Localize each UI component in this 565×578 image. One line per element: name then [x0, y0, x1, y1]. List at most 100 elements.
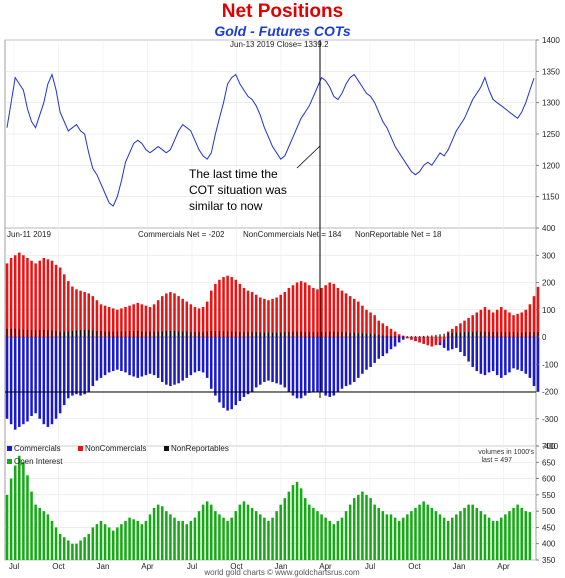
open-interest-bar: [9, 478, 13, 560]
open-interest-bar: [308, 504, 311, 560]
annotation-text: The last time the: [189, 167, 278, 181]
commercials-bar: [226, 337, 229, 411]
noncommercials-bar: [234, 279, 238, 337]
noncommercials-bar: [422, 337, 425, 344]
commercials-bar: [500, 337, 503, 378]
last-value: last = 497: [481, 457, 512, 464]
open-interest-bar: [128, 517, 131, 560]
nonreportables-bar: [35, 330, 37, 337]
open-interest-bar: [299, 488, 303, 560]
open-interest-bar: [148, 514, 152, 560]
commercials-bar: [234, 337, 238, 406]
open-interest-bar: [259, 514, 262, 560]
open-interest-bar: [62, 537, 66, 560]
commercials-bar: [312, 337, 315, 392]
nonreportables-bar: [112, 331, 114, 337]
nonreportables-bar: [153, 331, 155, 337]
noncommercials-bar: [205, 301, 209, 337]
nonreportables-bar: [120, 331, 123, 337]
commercials-bar: [22, 337, 25, 425]
noncommercials-bar: [365, 309, 368, 337]
open-interest-bar: [156, 504, 160, 560]
open-interest-bar: [193, 517, 197, 560]
nonreportables-bar: [198, 332, 200, 337]
commercials-bar: [287, 337, 291, 392]
noncommercials-bar: [181, 298, 184, 337]
commercials-bar: [230, 337, 233, 410]
commercials-bar: [124, 337, 127, 373]
nonreportables-bar: [108, 331, 110, 337]
nonreportables-bar: [210, 331, 212, 337]
noncommercials-bar: [377, 320, 381, 337]
commercials-bar: [99, 337, 103, 378]
nonreportables-bar: [533, 332, 535, 337]
noncommercials-bar: [344, 293, 348, 337]
nonreportables-bar: [512, 332, 515, 337]
oi-tick-label: 350: [542, 556, 556, 565]
commercials-bar: [5, 337, 9, 419]
open-interest-bar: [500, 517, 503, 560]
nonreportables-bar: [267, 332, 270, 337]
noncommercials-bar: [214, 283, 217, 337]
oi-tick-label: 600: [542, 475, 556, 484]
nonreportables-bar: [476, 331, 478, 337]
commercials-bar: [483, 337, 487, 376]
open-interest-bar: [397, 520, 401, 560]
commercials-bar: [365, 337, 368, 370]
open-interest-bar: [406, 514, 409, 560]
legend-swatch: [7, 446, 12, 451]
nonreportables-bar: [133, 331, 135, 337]
nonreportables-bar: [406, 336, 408, 337]
open-interest-bar: [34, 504, 37, 560]
nonreportables-bar: [300, 331, 302, 337]
noncommercials-bar: [479, 309, 483, 337]
commercials-bar: [222, 337, 225, 408]
price-line: [6, 72, 535, 207]
nonreportables-bar: [418, 336, 421, 337]
open-interest-bar: [263, 517, 266, 560]
annotation-layer: The last time the COT situation was simila…: [5, 40, 536, 398]
commercials-bar: [295, 337, 299, 399]
nonreportables-bar: [394, 335, 396, 337]
noncommercials-bar: [50, 260, 54, 337]
nonreportables-bar: [529, 332, 531, 337]
noncommercials-bar: [536, 286, 540, 337]
noncommercials-bar: [455, 326, 458, 337]
net-info: Jun-11 2019: [7, 230, 51, 239]
open-interest-bar: [516, 504, 519, 560]
commercials-bar: [336, 337, 340, 392]
nonreportables-bar: [431, 335, 433, 337]
net-tick-label: 100: [542, 306, 556, 315]
commercials-bar: [193, 337, 197, 373]
x-tick-label: Jul: [187, 562, 197, 571]
noncommercials-bar: [87, 293, 91, 337]
price-tick-label: 1300: [542, 99, 560, 108]
commercials-bar: [144, 337, 148, 376]
commercials-bar: [132, 337, 135, 377]
nonreportables-bar: [341, 332, 343, 337]
noncommercials-bar: [291, 285, 295, 337]
nonreportables-bar: [55, 331, 57, 337]
commercials-bar: [71, 337, 74, 396]
open-interest-bar: [361, 491, 364, 560]
open-interest-bar: [357, 494, 360, 560]
noncommercials-bar: [361, 305, 364, 337]
open-interest-bar: [401, 517, 405, 560]
noncommercials-bar: [116, 309, 119, 337]
legend-swatch: [164, 446, 169, 451]
open-interest-bar: [50, 520, 54, 560]
noncommercials-bar: [22, 255, 25, 337]
noncommercials-bar: [201, 307, 205, 337]
noncommercials-bar: [222, 277, 225, 337]
open-interest-bar: [504, 514, 507, 560]
nonreportables-bar: [488, 332, 490, 337]
commercials-bar: [238, 337, 242, 402]
nonreportables-bar: [255, 332, 257, 337]
noncommercials-bar: [62, 274, 66, 337]
open-interest-bar: [303, 498, 307, 560]
price-tick-label: 1350: [542, 67, 560, 76]
nonreportables-bar: [320, 332, 323, 337]
commercials-net-label: Commercials Net = -202: [138, 230, 225, 239]
noncommercials-bar: [250, 292, 254, 337]
open-interest-bar: [107, 527, 111, 560]
